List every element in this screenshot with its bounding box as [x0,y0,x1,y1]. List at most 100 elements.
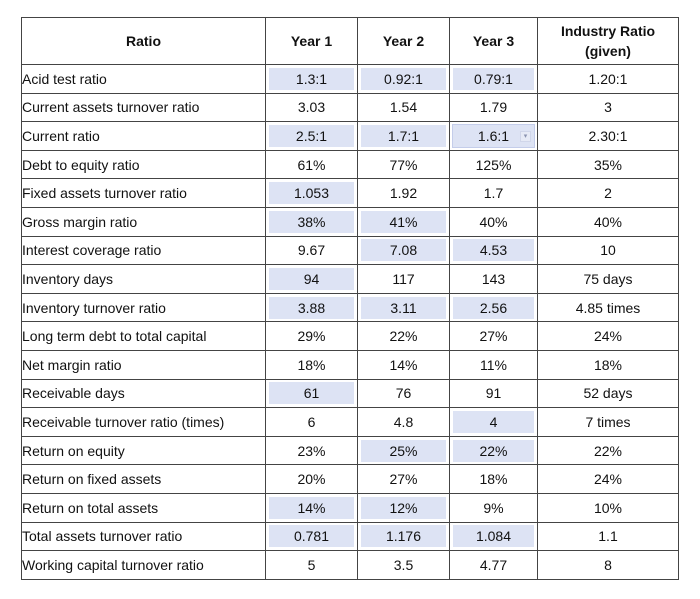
year-1-cell[interactable]: 14% [265,492,358,523]
year-2-cell[interactable]: 25% [357,435,450,466]
ratio-name-cell[interactable]: Inventory days [21,264,266,294]
year-1-cell[interactable]: 6 [265,407,358,437]
year-1-cell[interactable]: 5 [265,550,358,580]
industry-ratio-cell[interactable]: 2 [537,178,679,208]
table-row: Interest coverage ratio 9.67 7.08 4.53 10 [21,235,679,266]
year-1-cell[interactable]: 0.781 [265,521,358,552]
ratio-name-cell[interactable]: Return on fixed assets [21,464,266,494]
industry-ratio-cell[interactable]: 3 [537,92,679,123]
year-3-cell[interactable]: 4 [449,407,538,437]
industry-ratio-cell[interactable]: 7 times [537,407,679,437]
year-2-cell[interactable]: 41% [357,206,450,237]
industry-ratio-cell[interactable]: 52 days [537,378,679,409]
year-3-cell[interactable]: 2.56 [449,292,538,323]
year-1-cell[interactable]: 61 [265,378,358,409]
year-2-cell[interactable]: 1.54 [357,92,450,123]
year-1-cell[interactable]: 94 [265,264,358,294]
year-1-cell[interactable]: 61% [265,149,358,180]
year-1-cell[interactable]: 3.88 [265,292,358,323]
header-year-3[interactable]: Year 3 [449,17,538,65]
year-2-cell[interactable]: 1.7:1 [357,121,450,151]
year-2-cell[interactable]: 76 [357,378,450,409]
industry-ratio-cell[interactable]: 10 [537,235,679,266]
year-1-cell[interactable]: 29% [265,321,358,351]
year-3-cell[interactable]: 125% [449,149,538,180]
ratio-name-cell[interactable]: Net margin ratio [21,349,266,380]
industry-ratio-cell[interactable]: 1.1 [537,521,679,552]
cell-value: 22% [453,439,534,462]
year-3-cell[interactable]: 22% [449,435,538,466]
ratio-name-cell[interactable]: Return on equity [21,435,266,466]
header-year-2[interactable]: Year 2 [357,17,450,65]
ratio-name-cell[interactable]: Gross margin ratio [21,206,266,237]
year-1-cell[interactable]: 20% [265,464,358,494]
industry-ratio-cell[interactable]: 35% [537,149,679,180]
year-2-cell[interactable]: 12% [357,492,450,523]
year-2-cell[interactable]: 117 [357,264,450,294]
ratio-name-cell[interactable]: Long term debt to total capital [21,321,266,351]
industry-ratio-cell[interactable]: 24% [537,464,679,494]
industry-ratio-cell[interactable]: 18% [537,349,679,380]
year-1-cell[interactable]: 1.3:1 [265,64,358,94]
year-3-cell[interactable]: 1.79 [449,92,538,123]
year-3-cell[interactable]: 4.53 [449,235,538,266]
industry-ratio-cell[interactable]: 4.85 times [537,292,679,323]
ratio-name-cell[interactable]: Total assets turnover ratio [21,521,266,552]
industry-ratio-cell[interactable]: 22% [537,435,679,466]
year-1-cell[interactable]: 23% [265,435,358,466]
industry-ratio-cell[interactable]: 2.30:1 [537,121,679,151]
industry-ratio-cell[interactable]: 40% [537,206,679,237]
year-2-cell[interactable]: 0.92:1 [357,64,450,94]
year-3-cell[interactable]: 27% [449,321,538,351]
industry-ratio-cell[interactable]: 10% [537,492,679,523]
year-2-cell[interactable]: 1.176 [357,521,450,552]
year-3-cell[interactable]: 143 [449,264,538,294]
year-1-cell[interactable]: 38% [265,206,358,237]
year-2-cell[interactable]: 22% [357,321,450,351]
industry-ratio-cell[interactable]: 8 [537,550,679,580]
year-3-cell[interactable]: 40% [449,206,538,237]
year-2-cell[interactable]: 27% [357,464,450,494]
header-year-1[interactable]: Year 1 [265,17,358,65]
year-3-cell[interactable]: 1.7 [449,178,538,208]
ratio-name-cell[interactable]: Return on total assets [21,492,266,523]
year-3-cell[interactable]: 11% [449,349,538,380]
ratio-name-cell[interactable]: Acid test ratio [21,64,266,94]
year-1-cell[interactable]: 1.053 [265,178,358,208]
industry-ratio-cell[interactable]: 24% [537,321,679,351]
ratio-name-cell[interactable]: Interest coverage ratio [21,235,266,266]
industry-ratio-cell[interactable]: 75 days [537,264,679,294]
ratio-name-cell[interactable]: Current assets turnover ratio [21,92,266,123]
year-1-cell[interactable]: 2.5:1 [265,121,358,151]
industry-ratio-cell[interactable]: 1.20:1 [537,64,679,94]
table-row: Total assets turnover ratio 0.781 1.176 1.0… [21,521,679,552]
ratio-name-cell[interactable]: Working capital turnover ratio [21,550,266,580]
year-3-cell[interactable]: 1.084 [449,521,538,552]
ratio-name-cell[interactable]: Debt to equity ratio [21,149,266,180]
ratio-name-cell[interactable]: Current ratio [21,121,266,151]
year-3-cell[interactable]: 0.79:1 [449,64,538,94]
ratio-name-cell[interactable]: Fixed assets turnover ratio [21,178,266,208]
year-1-cell[interactable]: 3.03 [265,92,358,123]
year-1-cell[interactable]: 9.67 [265,235,358,266]
header-industry-ratio[interactable]: Industry Ratio (given) [537,17,679,65]
year-2-cell[interactable]: 3.5 [357,550,450,580]
year-2-cell[interactable]: 3.11 [357,292,450,323]
year-2-cell[interactable]: 14% [357,349,450,380]
ratio-name-cell[interactable]: Inventory turnover ratio [21,292,266,323]
ratio-name-cell[interactable]: Receivable days [21,378,266,409]
chevron-down-icon[interactable]: ▾ [520,130,531,142]
year-2-cell[interactable]: 77% [357,149,450,180]
ratio-name-cell[interactable]: Receivable turnover ratio (times) [21,407,266,437]
table-row: Return on total assets 14% 12% 9% 10% [21,492,679,523]
year-2-cell[interactable]: 1.92 [357,178,450,208]
year-3-cell[interactable]: 9% [449,492,538,523]
year-3-cell[interactable]: 91 [449,378,538,409]
year-2-cell[interactable]: 4.8 [357,407,450,437]
header-ratio[interactable]: Ratio [21,17,266,65]
year-3-cell[interactable]: 1.6:1 ▾ [449,121,538,151]
year-1-cell[interactable]: 18% [265,349,358,380]
year-3-cell[interactable]: 18% [449,464,538,494]
year-2-cell[interactable]: 7.08 [357,235,450,266]
year-3-cell[interactable]: 4.77 [449,550,538,580]
